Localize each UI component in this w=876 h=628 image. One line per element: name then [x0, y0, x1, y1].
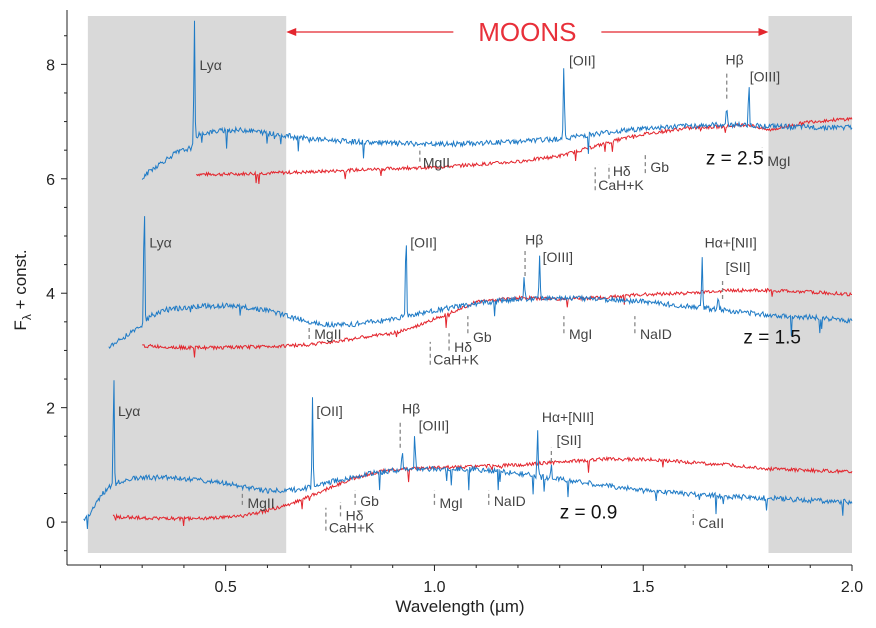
feature-label-23: [OII] [316, 403, 342, 419]
x-tick-label-4: 2.0 [841, 579, 863, 596]
shaded-region-2 [768, 16, 852, 553]
feature-label-21: NaID [640, 326, 672, 342]
x-tick-label-1: 0.5 [215, 579, 237, 596]
feature-label-17: Gb [473, 329, 492, 345]
blue-spectrum-2 [108, 216, 853, 350]
feature-label-30: Hδ [346, 507, 364, 523]
feature-label-29: Gb [360, 493, 379, 509]
feature-label-26: Hα+[NII] [542, 409, 594, 425]
shaded-regions [87, 16, 852, 553]
feature-label-10: Lyα [149, 234, 171, 250]
feature-label-1: Lyα [199, 57, 221, 73]
feature-markers [241, 72, 763, 531]
moons-arrowhead-left [286, 28, 297, 36]
y-tick-label-1: 0 [46, 515, 55, 532]
feature-label-31: CaH+K [329, 519, 375, 535]
moons-range: MOONS [286, 17, 769, 47]
redshift-label-2: z = 1.5 [743, 328, 801, 349]
feature-label-33: NaID [494, 493, 526, 509]
feature-label-9: MgI [767, 153, 790, 169]
y-tick-label-4: 6 [46, 172, 55, 189]
red-spectrum-3 [112, 455, 853, 527]
feature-label-14: Hα+[NII] [705, 234, 757, 250]
feature-label-6: Hδ [613, 163, 631, 179]
moons-label: MOONS [478, 17, 576, 47]
feature-label-13: [OIII] [543, 249, 573, 265]
blue-spectrum-3 [83, 380, 853, 530]
moons-arrowhead-right [758, 28, 769, 36]
redshift-label-3: z = 0.9 [560, 503, 618, 524]
y-axis-label: Fλ + const. [11, 249, 34, 330]
feature-label-19: CaH+K [433, 352, 479, 368]
y-tick-label-2: 2 [46, 401, 55, 418]
shaded-region-1 [87, 16, 287, 553]
feature-label-5: [OIII] [750, 69, 780, 85]
feature-label-8: CaH+K [598, 177, 644, 193]
feature-label-3: [OII] [569, 53, 595, 69]
feature-label-34: CaII [698, 515, 724, 531]
x-tick-label-3: 1.5 [632, 579, 654, 596]
feature-label-20: MgI [569, 326, 592, 342]
feature-label-22: Lyα [118, 403, 140, 419]
redshift-labels: z = 2.5 z = 1.5 z = 0.9 [560, 148, 801, 523]
redshift-label-1: z = 2.5 [706, 148, 764, 169]
feature-label-24: Hβ [402, 400, 420, 416]
blue-spectrum-1 [141, 20, 853, 180]
feature-label-2: MgII [423, 154, 450, 170]
feature-label-4: Hβ [726, 51, 744, 67]
x-tick-label-2: 1.0 [423, 579, 445, 596]
feature-label-25: [OIII] [419, 418, 449, 434]
spectra-series [83, 20, 853, 530]
axes: Wavelength (µm) Fλ + const. 0.5 1.0 1.5 2.0… [11, 10, 863, 616]
y-tick-label-3: 4 [46, 286, 55, 303]
feature-label-27: [SII] [556, 432, 581, 448]
y-tick-label-5: 8 [46, 57, 55, 74]
feature-label-7: Gb [650, 159, 669, 175]
feature-label-32: MgI [440, 495, 463, 511]
feature-label-11: [OII] [410, 234, 436, 250]
feature-label-16: MgII [314, 326, 341, 342]
feature-label-15: [SII] [726, 259, 751, 275]
feature-label-28: MgII [247, 495, 274, 511]
red-spectrum-1 [196, 116, 853, 185]
feature-label-18: Hδ [454, 339, 472, 355]
x-axis-label: Wavelength (µm) [395, 597, 524, 616]
feature-label-12: Hβ [525, 232, 543, 248]
